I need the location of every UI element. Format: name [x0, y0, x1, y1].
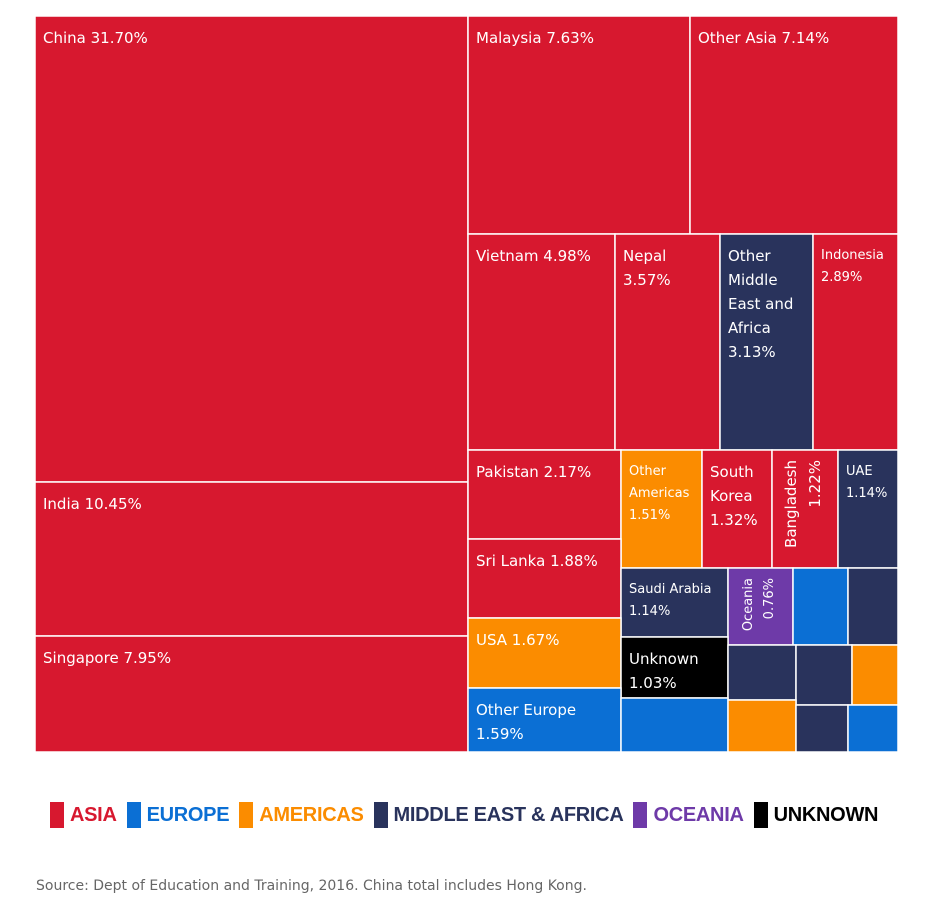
- tile-label-bangladesh: Bangladesh 1.22%: [782, 460, 824, 548]
- tile-label-china: China 31.70%: [43, 29, 148, 47]
- legend-swatch-oceania: [633, 802, 648, 828]
- tile-label-nepal: Nepal 3.57%: [623, 247, 671, 289]
- tile-label-india: India 10.45%: [43, 495, 142, 513]
- tile-label-saudi-arabia: Saudi Arabia 1.14%: [629, 582, 712, 619]
- legend-item-oceania: OCEANIA: [633, 802, 744, 828]
- legend-swatch-mea: [373, 802, 388, 828]
- tile-label-unknown: Unknown 1.03%: [629, 650, 699, 692]
- tile-label-sri-lanka: Sri Lanka 1.88%: [476, 552, 598, 570]
- tile-saudi-arabia: [620, 567, 729, 638]
- legend-item-asia: ASIA: [50, 802, 117, 828]
- tile-other-europe: [467, 687, 622, 753]
- tile-unlabeled-1: [792, 567, 849, 646]
- source-note: Source: Dept of Education and Training, …: [36, 878, 587, 894]
- legend-swatch-europe: [126, 802, 141, 828]
- legend-item-unknown: UNKNOWN: [753, 802, 879, 828]
- tile-label-vietnam: Vietnam 4.98%: [476, 247, 591, 265]
- tile-unknown: [620, 636, 729, 699]
- tile-label-malaysia: Malaysia 7.63%: [476, 29, 594, 47]
- tile-other-middle-east-and-africa: [719, 233, 814, 451]
- tile-label-oceania: Oceania 0.76%: [741, 578, 777, 631]
- tile-label-other-middle-east-and-africa: Other Middle East and Africa 3.13%: [728, 247, 793, 361]
- tile-label-usa: USA 1.67%: [476, 631, 559, 649]
- tile-label-pakistan: Pakistan 2.17%: [476, 463, 591, 481]
- legend-label-europe: EUROPE: [146, 803, 230, 826]
- tile-other-asia: [689, 15, 899, 235]
- legend-item-europe: EUROPE: [126, 802, 230, 828]
- legend-item-mea: MIDDLE EAST & AFRICA: [373, 802, 624, 828]
- tile-indonesia: [812, 233, 899, 451]
- tile-unlabeled-6: [620, 697, 729, 753]
- tile-label-indonesia: Indonesia 2.89%: [821, 248, 884, 285]
- tile-unlabeled-4: [795, 644, 853, 706]
- tile-usa: [467, 617, 622, 689]
- legend-item-americas: AMERICAS: [239, 802, 364, 828]
- tile-unlabeled-7: [727, 699, 797, 753]
- tile-label-other-europe: Other Europe 1.59%: [476, 701, 576, 743]
- tile-label-singapore: Singapore 7.95%: [43, 649, 171, 667]
- tile-unlabeled-2: [847, 567, 899, 646]
- tile-pakistan: [467, 449, 622, 540]
- legend-swatch-americas: [239, 802, 254, 828]
- tile-singapore: [34, 635, 469, 753]
- tile-label-other-americas: Other Americas 1.51%: [629, 464, 690, 523]
- tile-china: [34, 15, 469, 483]
- tile-vietnam: [467, 233, 616, 451]
- tile-sri-lanka: [467, 538, 622, 619]
- tile-malaysia: [467, 15, 691, 235]
- tile-other-americas: [620, 449, 703, 569]
- legend-label-americas: AMERICAS: [259, 803, 364, 826]
- tile-india: [34, 481, 469, 637]
- tile-unlabeled-9: [847, 704, 899, 753]
- tile-nepal: [614, 233, 721, 451]
- tile-unlabeled-8: [795, 704, 849, 753]
- tile-unlabeled-3: [727, 644, 797, 701]
- legend: ASIA EUROPE AMERICAS MIDDLE EAST & AFRICA OC…: [50, 800, 888, 830]
- legend-label-oceania: OCEANIA: [653, 803, 744, 826]
- tile-label-south-korea: South Korea 1.32%: [710, 463, 758, 529]
- legend-swatch-unknown: [753, 802, 768, 828]
- tile-label-other-asia: Other Asia 7.14%: [698, 29, 829, 47]
- tile-oceania: [727, 567, 794, 646]
- legend-label-asia: ASIA: [70, 803, 117, 826]
- legend-swatch-asia: [50, 802, 64, 828]
- legend-label-mea: MIDDLE EAST & AFRICA: [393, 803, 624, 826]
- legend-label-unknown: UNKNOWN: [773, 803, 879, 826]
- tile-unlabeled-5: [851, 644, 899, 706]
- treemap-chart: China 31.70% India 10.45% Singapore 7.95% M…: [34, 15, 899, 753]
- tile-uae: [837, 449, 899, 569]
- tile-label-uae: UAE 1.14%: [846, 464, 887, 501]
